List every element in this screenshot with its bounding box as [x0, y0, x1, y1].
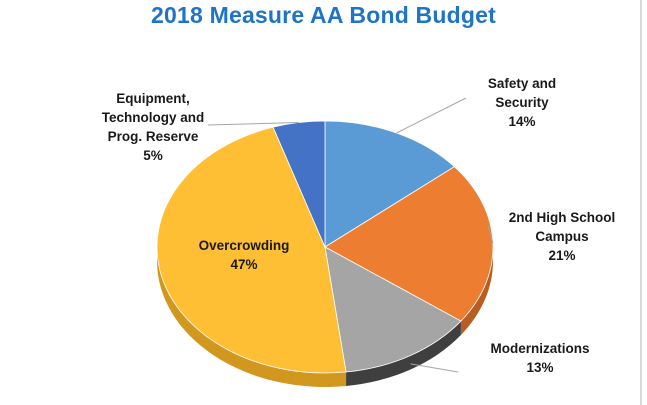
slice-label-line: 5%	[143, 148, 163, 163]
pie-slice-0[interactable]	[324, 120, 456, 248]
leader-line-0	[396, 97, 467, 134]
pie-slice-side-2	[346, 321, 461, 387]
slice-label-4: Equipment, Technology and Prog. Reserve 5%	[102, 91, 205, 163]
frame-edge	[640, 0, 642, 405]
pie-slice-3[interactable]	[156, 126, 347, 374]
slice-label-line: Equipment,	[116, 91, 190, 106]
slice-label-line: 47%	[230, 257, 257, 272]
slice-label-line: Technology and	[102, 110, 205, 125]
slice-label-line: Safety and	[488, 76, 556, 91]
slice-labels: Safety and Security 14% 2nd High School Camp…	[102, 76, 616, 375]
chart-title: 2018 Measure AA Bond Budget	[151, 2, 496, 28]
slice-label-line: Overcrowding	[199, 238, 290, 253]
pie-slice-2[interactable]	[324, 246, 462, 373]
leader-line-2	[410, 363, 459, 373]
slice-label-line: Prog. Reserve	[108, 129, 199, 144]
slice-label-line: 13%	[526, 360, 553, 375]
leader-lines	[207, 97, 494, 373]
slice-label-0: Safety and Security 14%	[488, 76, 556, 129]
pie-slice-side-1	[460, 247, 493, 336]
slice-label-line: Modernizations	[490, 341, 589, 356]
slice-label-line: 2nd High School	[509, 210, 616, 225]
pie-slices	[156, 120, 494, 374]
slice-label-line: Campus	[535, 229, 588, 244]
slice-label-line: Security	[495, 95, 549, 110]
leader-line-1	[487, 225, 494, 244]
slice-label-3: Overcrowding 47%	[199, 238, 290, 272]
leader-line-4	[207, 122, 299, 126]
pie-slice-4[interactable]	[272, 120, 326, 248]
slice-label-line: 14%	[508, 114, 535, 129]
slice-label-2: Modernizations 13%	[490, 341, 589, 375]
slice-label-line: 21%	[548, 248, 575, 263]
slice-label-1: 2nd High School Campus 21%	[509, 210, 616, 263]
